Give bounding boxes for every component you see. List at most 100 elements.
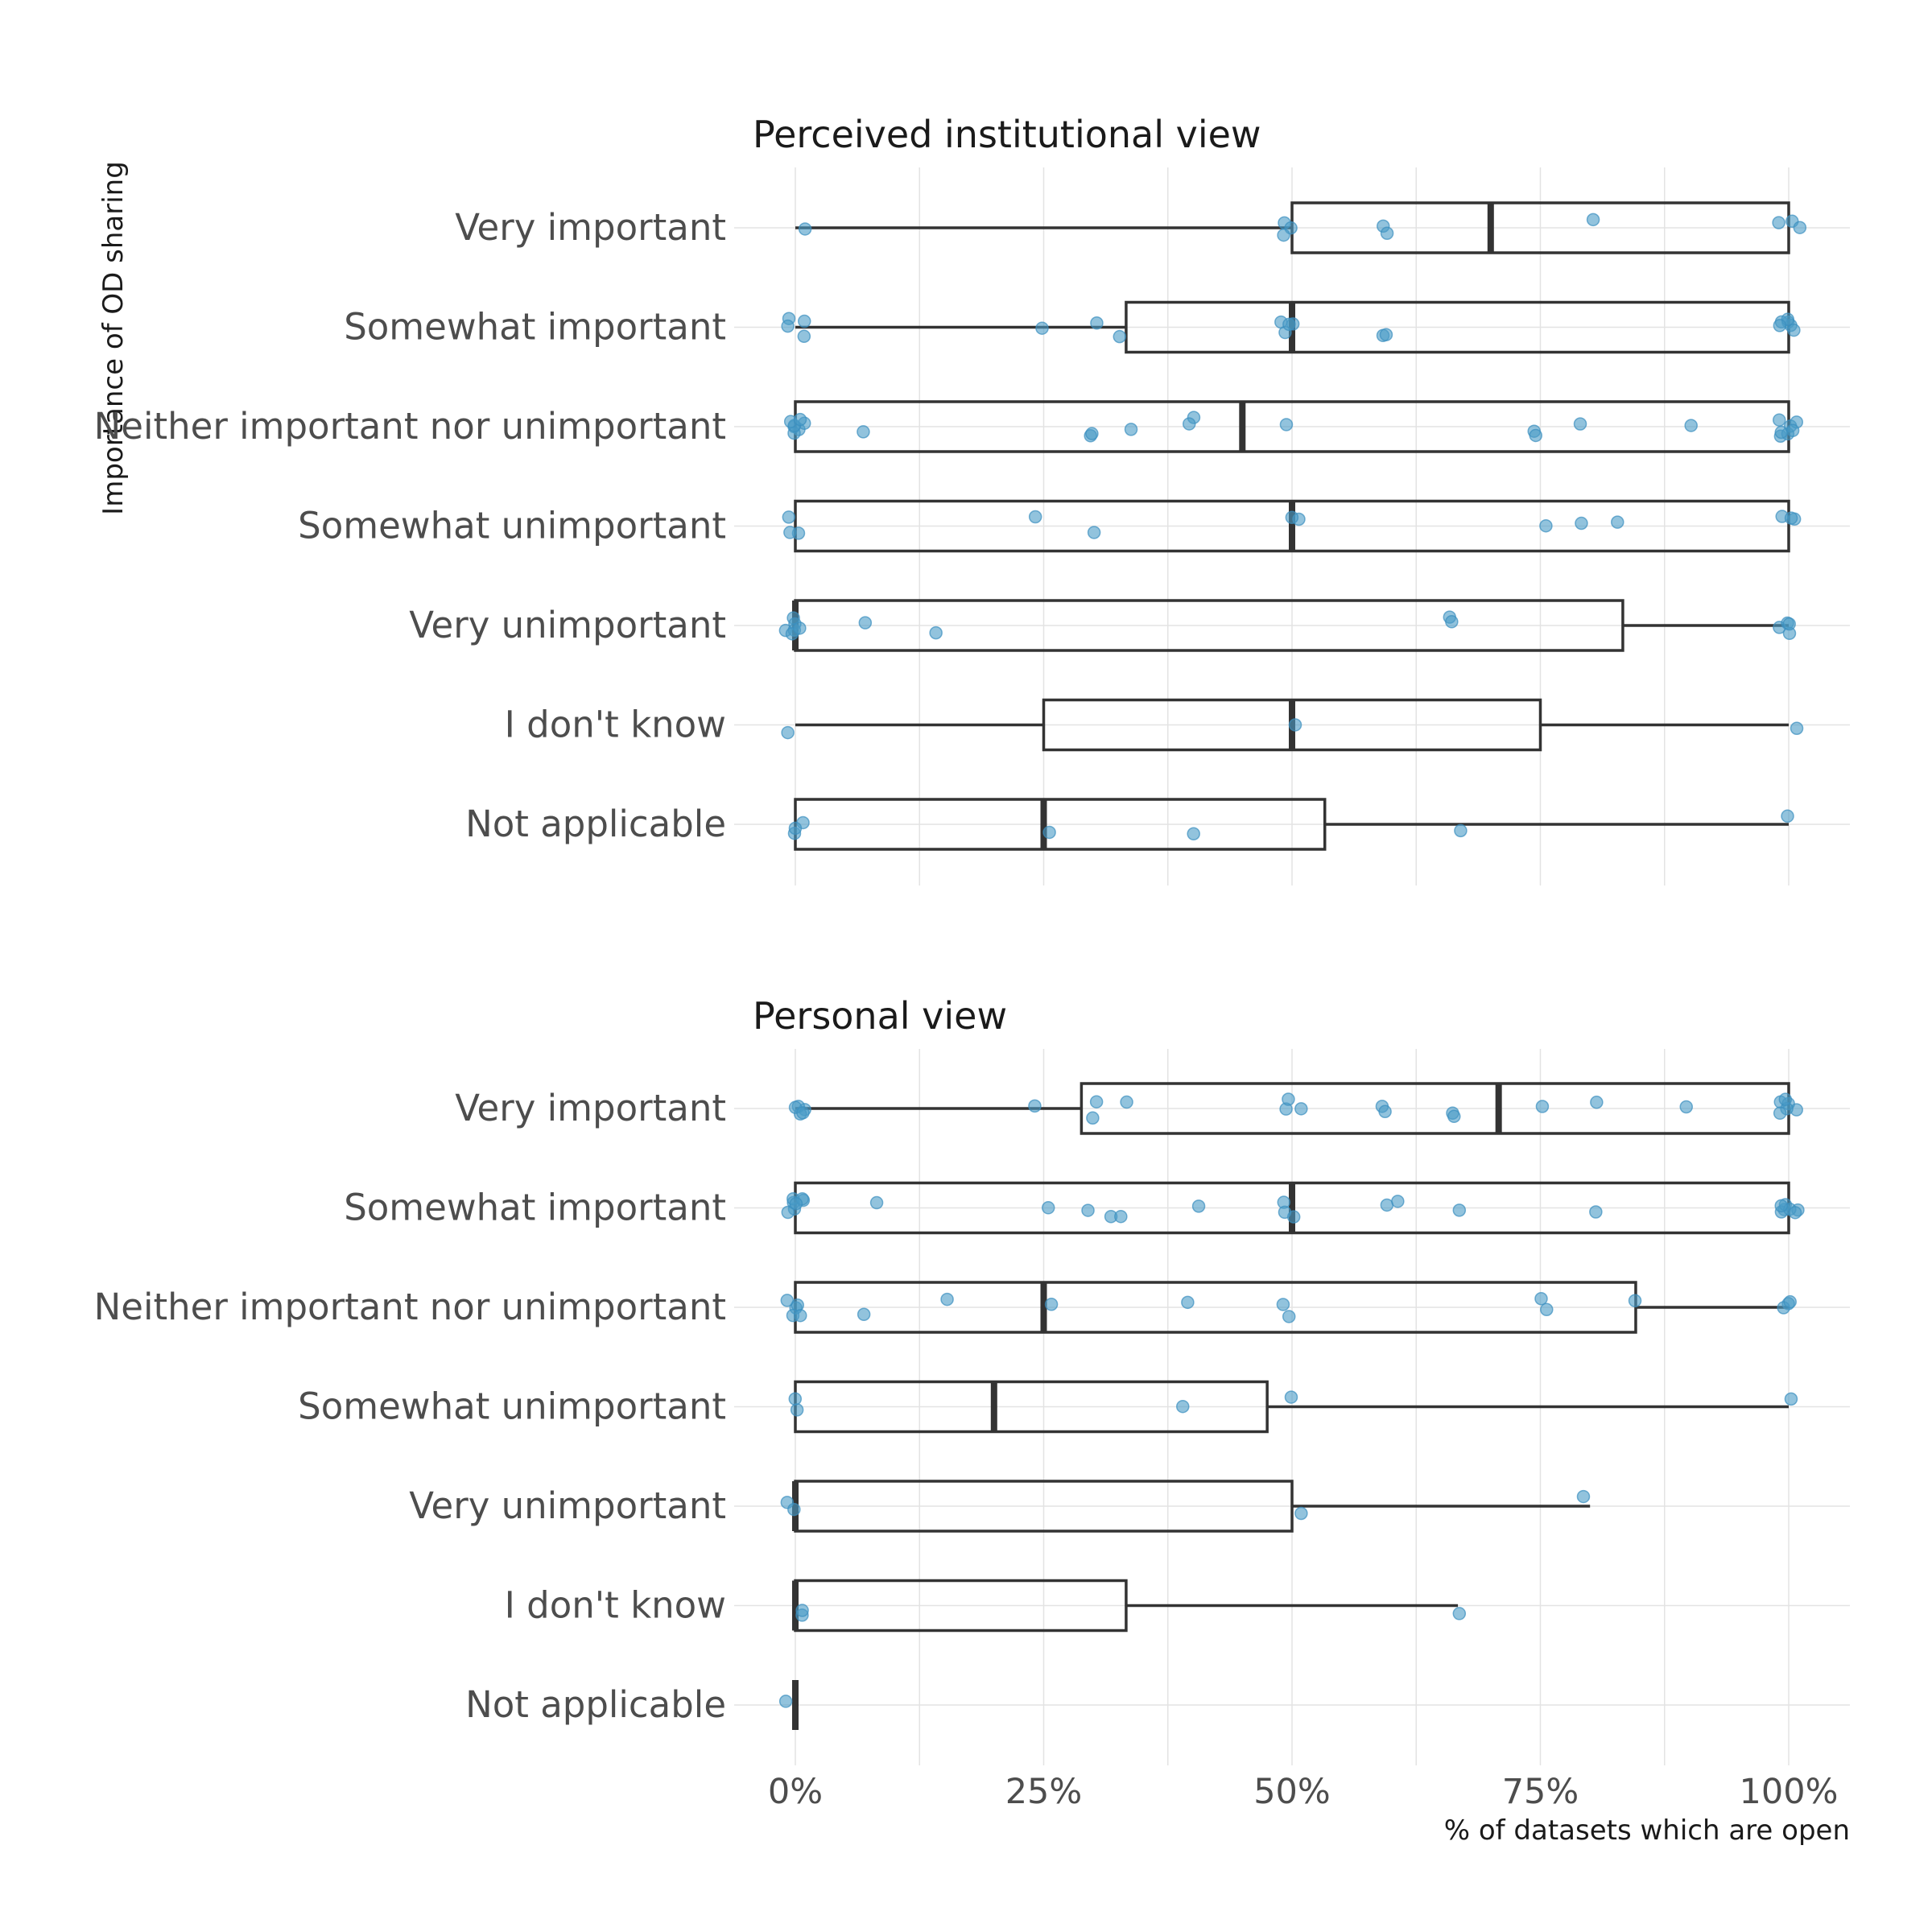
data-point — [1392, 1195, 1404, 1208]
data-point — [1289, 719, 1301, 731]
data-point — [871, 1197, 883, 1209]
data-point — [1115, 1211, 1127, 1223]
data-point — [1788, 324, 1800, 336]
data-point — [1685, 419, 1697, 431]
data-point — [1125, 423, 1137, 436]
data-point — [1575, 418, 1587, 430]
data-point — [791, 1404, 803, 1416]
data-point — [1091, 317, 1103, 329]
data-point — [1087, 1112, 1099, 1124]
data-point — [1781, 810, 1794, 822]
data-point — [1285, 1391, 1297, 1403]
data-point — [781, 1294, 793, 1307]
data-point — [1288, 1211, 1300, 1223]
data-point — [1536, 1100, 1548, 1113]
x-tick-label: 100% — [1740, 1772, 1839, 1812]
data-point — [1277, 1298, 1289, 1311]
data-point — [1587, 213, 1600, 225]
data-point — [784, 526, 796, 539]
y-tick-label: I don't know — [505, 704, 726, 746]
data-point — [1775, 1199, 1787, 1212]
y-tick-label: Somewhat important — [344, 306, 726, 349]
y-axis-label: Importance of OD sharing — [97, 161, 130, 515]
data-point — [1773, 414, 1785, 426]
y-tick-label: Very unimportant — [409, 1484, 726, 1527]
data-point — [1280, 419, 1292, 431]
data-point — [1775, 427, 1787, 439]
data-point — [941, 1294, 953, 1306]
y-tick-label: I don't know — [505, 1584, 726, 1627]
y-tick-label: Not applicable — [465, 803, 726, 845]
data-point — [1042, 1202, 1055, 1214]
data-point — [795, 1310, 807, 1322]
data-point — [794, 414, 806, 426]
data-point — [1774, 1107, 1786, 1119]
data-point — [1575, 518, 1587, 530]
y-tick-label: Somewhat unimportant — [298, 505, 726, 547]
data-point — [1030, 511, 1042, 523]
data-point — [1577, 1491, 1589, 1503]
data-point — [1380, 328, 1392, 341]
data-point — [790, 1198, 802, 1210]
data-point — [930, 627, 942, 639]
data-point — [1113, 331, 1125, 343]
data-point — [1448, 1110, 1460, 1122]
data-point — [1088, 526, 1100, 539]
data-point — [794, 622, 806, 634]
data-point — [1773, 320, 1785, 332]
data-point — [1785, 1393, 1797, 1405]
data-point — [788, 1504, 800, 1516]
panel-personal-view: Personal view Very important Somewhat impo… — [94, 994, 1850, 1765]
data-point — [1530, 429, 1542, 441]
data-point — [1295, 1507, 1307, 1519]
data-point — [1590, 1206, 1602, 1218]
data-point — [1783, 618, 1795, 630]
y-tick-label: Very important — [455, 206, 726, 249]
data-point — [789, 1393, 801, 1405]
data-point — [798, 330, 810, 342]
data-point — [796, 1604, 808, 1616]
data-point — [1177, 1401, 1189, 1413]
y-tick-label: Not applicable — [465, 1683, 726, 1726]
data-point — [799, 316, 811, 328]
data-point — [799, 223, 811, 235]
panels: Perceived institutional view Very importa… — [94, 113, 1850, 1765]
data-point — [1091, 1096, 1103, 1108]
data-point — [1455, 824, 1467, 836]
data-point — [1286, 511, 1298, 523]
data-point — [1453, 1204, 1465, 1216]
data-point — [1790, 1207, 1802, 1219]
data-point — [1193, 1200, 1205, 1212]
data-point — [1046, 1298, 1058, 1311]
data-point — [1784, 1296, 1796, 1308]
data-point — [782, 320, 794, 332]
data-point — [782, 511, 795, 523]
data-point — [1295, 1103, 1307, 1115]
data-point — [1029, 1100, 1041, 1112]
data-point — [1680, 1101, 1692, 1113]
data-point — [1612, 516, 1624, 528]
data-point — [1791, 722, 1803, 734]
data-point — [1121, 1096, 1133, 1108]
data-point — [797, 1107, 809, 1119]
x-tick-labels: 0% 25% 50% 75% 100% — [768, 1772, 1839, 1812]
x-tick-label: 75% — [1502, 1772, 1579, 1812]
x-tick-label: 0% — [768, 1772, 823, 1812]
y-tick-label: Very unimportant — [409, 604, 726, 646]
panel-title: Personal view — [753, 994, 1007, 1038]
data-point — [859, 617, 871, 629]
data-point — [780, 1695, 792, 1707]
data-point — [782, 727, 794, 739]
data-point — [1283, 1311, 1295, 1323]
y-tick-label: Neither important nor unimportant — [94, 1286, 726, 1328]
x-axis-label: % of datasets which are open — [1444, 1814, 1850, 1847]
data-point — [1446, 616, 1458, 628]
data-point — [1036, 322, 1048, 334]
data-point — [1779, 1093, 1791, 1105]
data-point — [1629, 1294, 1641, 1307]
data-point — [1381, 227, 1393, 239]
data-point — [1794, 221, 1806, 233]
x-tick-label: 25% — [1005, 1772, 1083, 1812]
x-tick-label: 50% — [1253, 1772, 1331, 1812]
